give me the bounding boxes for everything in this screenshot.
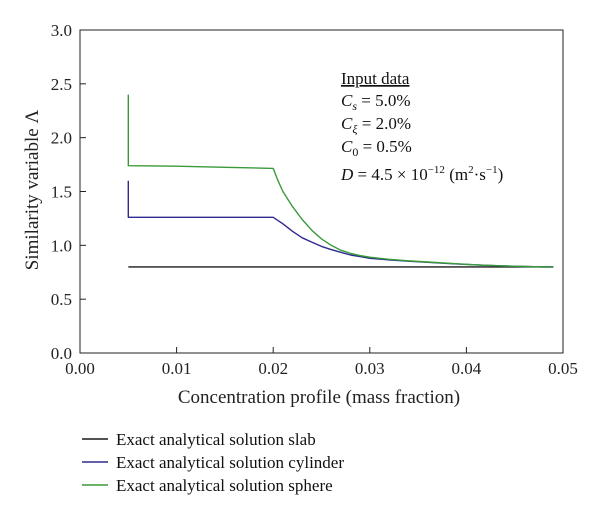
- x-tick-label: 0.01: [162, 359, 192, 378]
- x-tick-label: 0.05: [548, 359, 578, 378]
- annotation-line-cs: Cs = 5.0%: [341, 91, 411, 113]
- annotation-line-cxi: Cξ = 2.0%: [341, 114, 411, 136]
- x-tick-label: 0.04: [452, 359, 482, 378]
- chart-axes: [79, 29, 564, 354]
- series-line-cylinder: [127, 180, 554, 268]
- y-tick-label: 2.0: [51, 129, 72, 148]
- y-tick-label: 0.0: [51, 344, 72, 363]
- plot-frame: [79, 29, 564, 354]
- x-tick-label: 0.02: [258, 359, 288, 378]
- x-tick-label: 0.00: [65, 359, 95, 378]
- x-axis-title: Concentration profile (mass fraction): [178, 387, 460, 408]
- input-data-annotation: Input data Cs = 5.0% Cξ = 2.0% C0 = 0.5%…: [340, 69, 503, 184]
- legend-label-cylinder: Exact analytical solution cylinder: [116, 453, 344, 472]
- annotation-heading: Input data: [341, 69, 410, 88]
- y-tick-label: 1.5: [51, 183, 72, 202]
- y-tick-label: 2.5: [51, 75, 72, 94]
- chart-legend: Exact analytical solution slab Exact ana…: [82, 430, 344, 495]
- y-tick-label: 3.0: [51, 21, 72, 40]
- y-axis-title: Similarity variable Λ: [22, 110, 43, 271]
- x-tick-labels: 0.00 0.01 0.02 0.03 0.04 0.05: [65, 359, 578, 378]
- annotation-line-diffusivity: D = 4.5 × 10−12 (m2·s−1): [340, 164, 503, 184]
- y-tick-label: 0.5: [51, 290, 72, 309]
- series-line-sphere: [127, 94, 554, 268]
- annotation-line-c0: C0 = 0.5%: [341, 137, 412, 159]
- legend-label-sphere: Exact analytical solution sphere: [116, 476, 333, 495]
- y-tick-label: 1.0: [51, 236, 72, 255]
- x-tick-label: 0.03: [355, 359, 385, 378]
- legend-label-slab: Exact analytical solution slab: [116, 430, 316, 449]
- y-tick-labels: 0.0 0.5 1.0 1.5 2.0 2.5 3.0: [51, 21, 72, 363]
- series-lines: [127, 94, 554, 268]
